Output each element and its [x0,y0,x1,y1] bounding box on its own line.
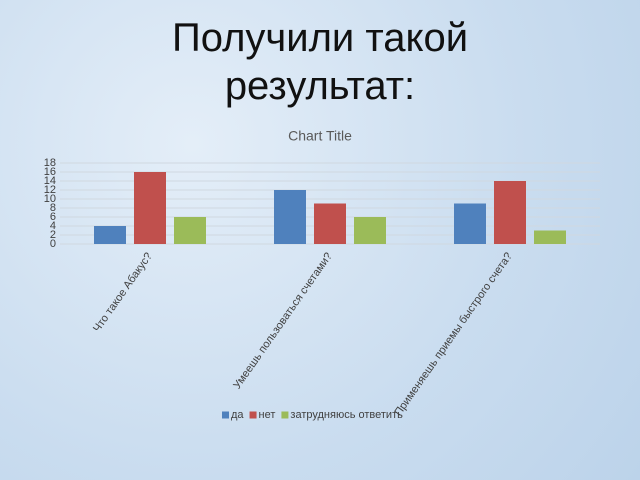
legend-swatch [222,411,229,419]
y-tick-label: 12 [44,184,56,196]
y-tick-label: 2 [50,229,56,241]
legend-label: затрудняюсь ответить [290,409,403,421]
bar [174,217,206,244]
y-tick-label: 14 [44,175,56,187]
legend-label: нет [259,409,276,421]
bar [314,203,346,244]
y-tick-label: 16 [44,166,56,178]
y-tick-label: 0 [50,238,56,250]
legend-swatch [249,411,257,419]
legend-swatch [281,411,289,419]
y-tick-label: 10 [44,193,56,205]
y-tick-label: 4 [50,220,56,232]
bar [534,230,566,244]
x-tick-label: Применяешь приемы быстрого счета? [392,251,514,419]
x-tick-label: Что такое Абакус? [91,251,155,335]
y-tick-label: 8 [50,202,56,214]
y-tick-label: 6 [50,211,56,223]
bar [454,203,486,244]
bar [274,190,306,244]
slide-title: Получили такой результат: [171,16,469,108]
bar [494,181,526,244]
bar [94,226,126,244]
chart-title: Chart Title [288,128,352,144]
x-tick-label: Умеешь пользоваться счетами? [231,251,335,392]
bar [134,172,166,244]
y-tick-label: 18 [44,157,56,169]
bar [354,217,386,244]
legend-label: да [231,409,244,421]
